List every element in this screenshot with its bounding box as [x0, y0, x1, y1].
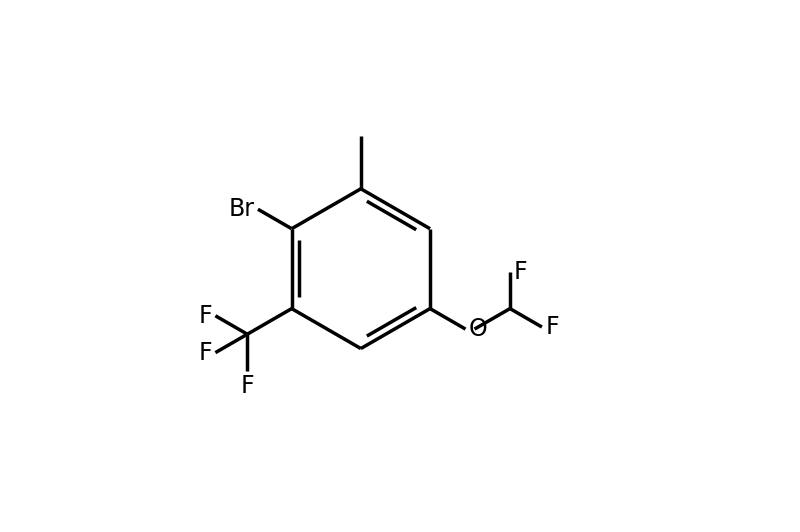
- Text: F: F: [198, 340, 212, 364]
- Text: F: F: [241, 375, 254, 398]
- Text: O: O: [469, 317, 487, 341]
- Text: F: F: [198, 304, 212, 328]
- Text: Br: Br: [229, 197, 254, 221]
- Text: F: F: [545, 315, 559, 339]
- Text: F: F: [514, 260, 527, 284]
